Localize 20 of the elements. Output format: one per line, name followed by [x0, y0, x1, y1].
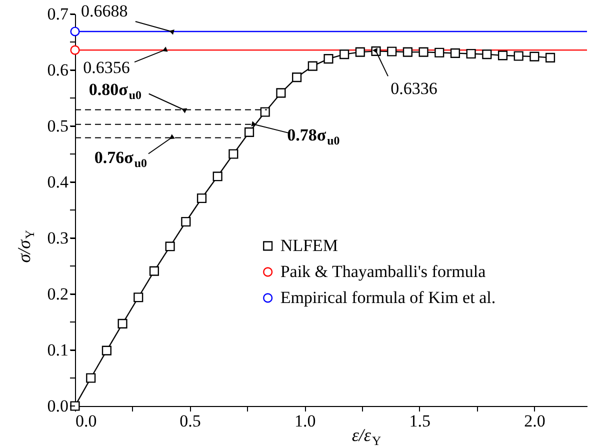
legend-label: Empirical formula of Kim et al.	[280, 288, 496, 307]
x-tick-label: 2.0	[524, 412, 546, 430]
y-tick-label: 0.3	[47, 228, 68, 248]
legend-label: NLFEM	[280, 236, 338, 255]
y-tick-label: 0.0	[47, 396, 68, 416]
x-tick-label: 0.0	[76, 412, 97, 430]
y-tick-label: 0.1	[47, 340, 68, 360]
x-tick-label: 1.0	[294, 412, 316, 430]
y-tick-label: 0.2	[47, 284, 68, 304]
y-tick-label: 0.4	[47, 172, 69, 192]
y-tick-label: 0.5	[47, 116, 68, 136]
annotation: 0.6688	[81, 1, 128, 20]
legend-label: Paik & Thayamballi's formula	[280, 262, 486, 281]
x-tick-label: 1.5	[409, 412, 431, 430]
y-tick-label: 0.7	[47, 4, 69, 24]
annotation: 0.6356	[83, 58, 130, 78]
y-axis-title: σ/σY	[14, 230, 37, 263]
y-tick-label: 0.6	[47, 60, 68, 80]
x-tick-label: 0.5	[180, 412, 201, 430]
annotation: 0.6336	[390, 79, 438, 98]
